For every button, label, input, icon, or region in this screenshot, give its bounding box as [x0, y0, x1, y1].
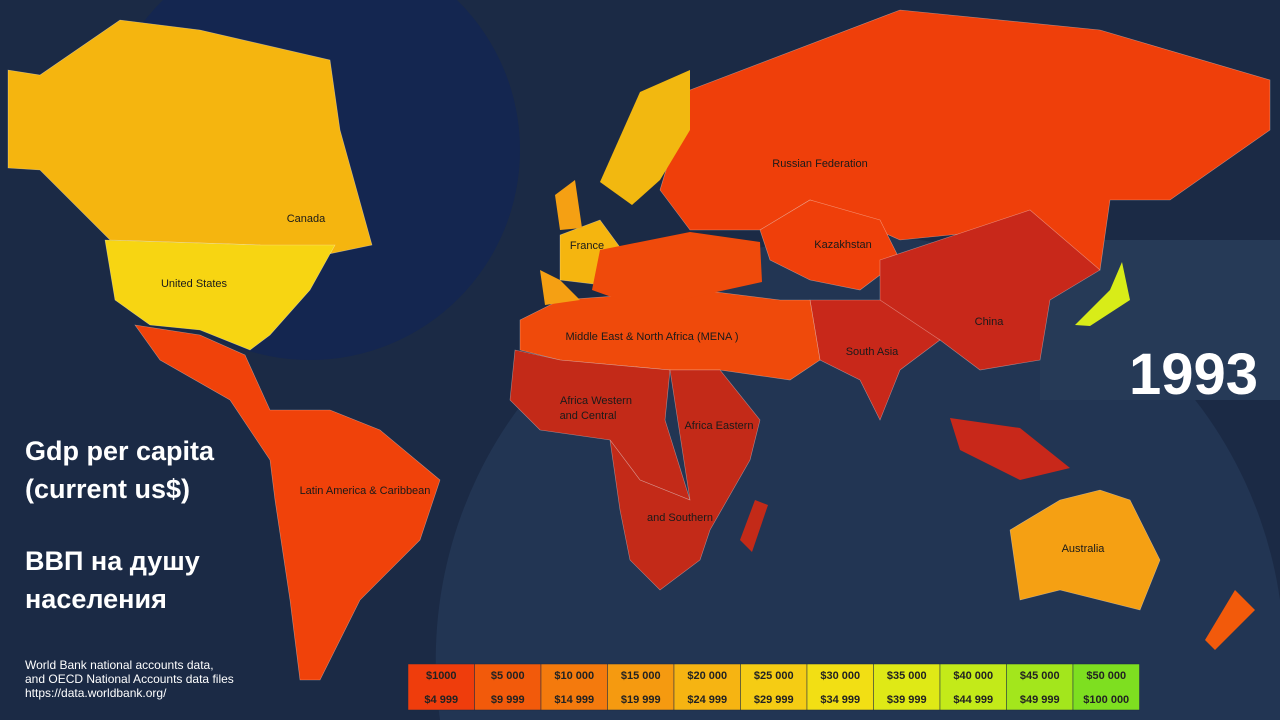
- legend-to: $14 999: [554, 694, 594, 706]
- legend-from: $35 000: [887, 670, 927, 682]
- title: (current us$): [25, 474, 190, 504]
- legend-from: $20 000: [687, 670, 727, 682]
- legend-swatch: [740, 663, 808, 711]
- legend-swatch: [474, 663, 542, 711]
- legend-to: $34 999: [820, 694, 860, 706]
- region-label: and Southern: [647, 512, 713, 524]
- se-asia: [950, 418, 1070, 480]
- legend-from: $50 000: [1086, 670, 1126, 682]
- source: and OECD National Accounts data files: [25, 672, 234, 686]
- legend-swatch: [407, 663, 475, 711]
- legend-swatch: [540, 663, 608, 711]
- region: [809, 299, 941, 421]
- legend-swatch: [1006, 663, 1074, 711]
- legend-from: $40 000: [953, 670, 993, 682]
- region-label: Latin America & Caribbean: [300, 485, 431, 497]
- region-label: Russian Federation: [772, 158, 867, 170]
- legend-swatch: [607, 663, 675, 711]
- iberia: [540, 270, 580, 305]
- source: World Bank national accounts data,: [25, 658, 214, 672]
- year: 1993: [1129, 342, 1258, 407]
- madagascar: [740, 500, 768, 552]
- region: [1009, 489, 1161, 611]
- legend-swatch: [1072, 663, 1140, 711]
- legend-from: $15 000: [621, 670, 661, 682]
- legend-to: $44 999: [953, 694, 993, 706]
- legend-to: $49 999: [1020, 694, 1060, 706]
- legend-to: $24 999: [687, 694, 727, 706]
- minor-land: [540, 70, 1255, 650]
- region-label: China: [975, 316, 1005, 328]
- legend-from: $1000: [426, 670, 457, 682]
- source: https://data.worldbank.org/: [25, 686, 167, 700]
- legend-to: $19 999: [621, 694, 661, 706]
- legend-swatch: [806, 663, 874, 711]
- central-europe: [592, 232, 762, 300]
- legend-from: $45 000: [1020, 670, 1060, 682]
- uk: [555, 180, 582, 230]
- legend-to: $100 000: [1083, 694, 1129, 706]
- legend-from: $25 000: [754, 670, 794, 682]
- legend-to: $39 999: [887, 694, 927, 706]
- region-label: Kazakhstan: [814, 239, 871, 251]
- region-label: Africa Western: [560, 395, 632, 407]
- legend-swatch: [873, 663, 941, 711]
- region-label: Australia: [1062, 543, 1106, 555]
- region: [609, 369, 761, 591]
- legend-from: $5 000: [491, 670, 525, 682]
- japan: [1075, 262, 1130, 326]
- legend-swatch: [939, 663, 1007, 711]
- subtitle: населения: [25, 584, 167, 614]
- region-label: Africa Eastern: [684, 420, 753, 432]
- region-label: Middle East & North Africa (MENA ): [566, 331, 739, 343]
- region: [7, 19, 373, 261]
- legend-from: $30 000: [820, 670, 860, 682]
- region: [104, 239, 336, 351]
- title: Gdp per capita: [25, 436, 215, 466]
- region-label: United States: [161, 278, 228, 290]
- region-label: Canada: [287, 213, 326, 225]
- legend-to: $29 999: [754, 694, 794, 706]
- legend-swatch: [673, 663, 741, 711]
- legend-from: $10 000: [554, 670, 594, 682]
- subtitle: ВВП на душу: [25, 546, 200, 576]
- region: [134, 324, 441, 681]
- scandinavia: [600, 70, 690, 205]
- region-label: South Asia: [846, 346, 899, 358]
- legend-to: $4 999: [424, 694, 458, 706]
- region-label: and Central: [560, 410, 617, 422]
- new-zealand: [1205, 590, 1255, 650]
- region-label: France: [570, 240, 604, 252]
- legend-to: $9 999: [491, 694, 525, 706]
